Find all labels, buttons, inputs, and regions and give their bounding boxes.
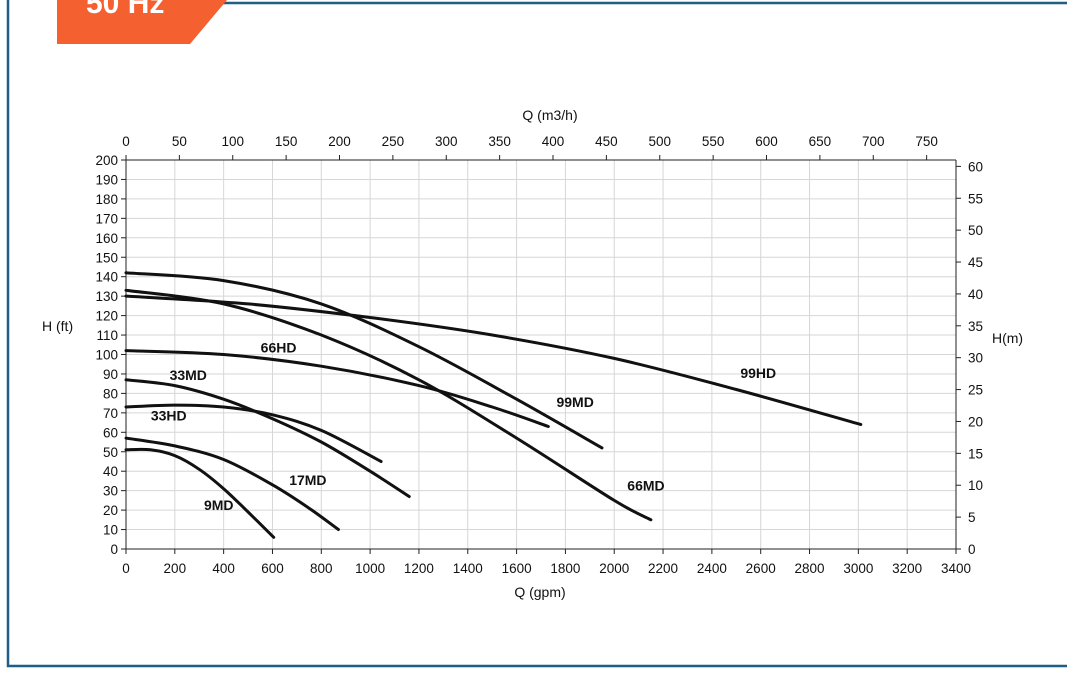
y2-tick-label: 55 — [968, 191, 983, 206]
y-tick-label: 140 — [95, 270, 118, 285]
x-tick-label: 1400 — [453, 561, 483, 576]
y2-tick-label: 60 — [968, 159, 983, 174]
y-tick-label: 70 — [103, 406, 118, 421]
x-tick-label: 400 — [212, 561, 235, 576]
y-tick-label: 180 — [95, 192, 118, 207]
badge-text: 50 Hz — [86, 0, 164, 20]
x2-tick-label: 550 — [702, 134, 725, 149]
x-tick-label: 2000 — [599, 561, 629, 576]
y-axis-label: H (ft) — [42, 318, 73, 334]
x2-tick-label: 600 — [755, 134, 778, 149]
axes: 0 200 400 600 800 1000 1200 1400 1600 1800 2000 220… — [95, 134, 983, 576]
y2-tick-label: 40 — [968, 287, 983, 302]
x-tick-label: 3200 — [892, 561, 922, 576]
curve-label-33hd: 33HD — [151, 408, 187, 424]
y-tick-label: 90 — [103, 367, 118, 382]
x-tick-label: 2800 — [795, 561, 825, 576]
y-tick-label: 40 — [103, 464, 118, 479]
x2-tick-label: 150 — [275, 134, 298, 149]
frame-border — [6, 0, 1067, 668]
frequency-badge: 50 Hz — [57, 0, 227, 44]
x2-tick-label: 500 — [648, 134, 671, 149]
curve-label-99md: 99MD — [556, 394, 593, 410]
x2-tick-label: 750 — [915, 134, 938, 149]
y2-tick-label: 25 — [968, 383, 983, 398]
y-tick-label: 110 — [96, 328, 118, 343]
curve-33md — [124, 378, 411, 498]
curve-label-9md: 9MD — [204, 497, 234, 513]
curve-label-66md: 66MD — [627, 478, 664, 494]
x2-tick-label: 50 — [172, 134, 187, 149]
x-tick-label: 0 — [122, 561, 130, 576]
y-tick-label: 30 — [103, 484, 118, 499]
curve-label-17md: 17MD — [289, 472, 326, 488]
y2-tick-label: 50 — [968, 223, 983, 238]
y-tick-label: 10 — [103, 523, 118, 538]
x2-tick-label: 0 — [122, 134, 130, 149]
x-tick-label: 1000 — [355, 561, 385, 576]
badge-shape — [57, 0, 227, 44]
y2-tick-label: 5 — [968, 510, 976, 525]
curve-99hd — [124, 294, 863, 426]
curve-17md — [124, 436, 340, 531]
y-tick-label: 130 — [95, 289, 118, 304]
y-tick-label: 100 — [95, 348, 118, 363]
y-tick-label: 160 — [95, 231, 118, 246]
curve-99md — [124, 271, 604, 450]
y2-tick-label: 20 — [968, 414, 983, 429]
y2-tick-label: 35 — [968, 319, 983, 334]
x2-tick-label: 450 — [595, 134, 618, 149]
y-tick-label: 170 — [95, 211, 118, 226]
y-tick-label: 200 — [95, 153, 118, 168]
y-tick-label: 120 — [95, 309, 118, 324]
x-tick-label: 600 — [261, 561, 284, 576]
x-tick-label: 1800 — [550, 561, 580, 576]
y-tick-label: 150 — [95, 250, 118, 265]
x-axis-label: Q (gpm) — [514, 584, 565, 600]
y-tick-label: 60 — [103, 425, 118, 440]
x2-tick-label: 700 — [862, 134, 885, 149]
x-tick-label: 1200 — [404, 561, 434, 576]
y-tick-label: 50 — [103, 445, 118, 460]
y2-tick-label: 45 — [968, 255, 983, 270]
x-tick-label: 3400 — [941, 561, 971, 576]
y-tick-label: 80 — [103, 386, 118, 401]
x2-tick-label: 400 — [542, 134, 565, 149]
x2-tick-label: 100 — [221, 134, 244, 149]
y2-tick-label: 15 — [968, 446, 983, 461]
x-tick-label: 3000 — [843, 561, 873, 576]
x-tick-label: 200 — [164, 561, 187, 576]
x-tick-label: 1600 — [502, 561, 532, 576]
curve-labels: 9MD 17MD 33HD 33MD 66HD 66MD 99MD 99HD — [151, 340, 776, 514]
curve-66md — [124, 288, 653, 522]
y2-tick-label: 10 — [968, 478, 983, 493]
y-tick-label: 20 — [103, 503, 118, 518]
x2-tick-label: 250 — [382, 134, 405, 149]
curve-66hd — [124, 349, 550, 428]
x2-tick-label: 350 — [488, 134, 511, 149]
x-tick-label: 800 — [310, 561, 333, 576]
curve-9md — [124, 447, 276, 539]
curves — [124, 271, 863, 539]
y-tick-label: 0 — [110, 542, 118, 557]
y-tick-label: 190 — [95, 172, 118, 187]
curve-label-99hd: 99HD — [740, 365, 776, 381]
x2-tick-label: 650 — [809, 134, 832, 149]
curve-label-66hd: 66HD — [261, 340, 297, 356]
x2-axis-label: Q (m3/h) — [522, 107, 577, 123]
y2-tick-label: 0 — [968, 542, 976, 557]
x2-tick-label: 200 — [328, 134, 351, 149]
x-tick-label: 2600 — [746, 561, 776, 576]
y2-tick-label: 30 — [968, 351, 983, 366]
curve-label-33md: 33MD — [170, 367, 207, 383]
x-tick-label: 2400 — [697, 561, 727, 576]
y2-axis-label: H(m) — [992, 330, 1023, 346]
x2-tick-label: 300 — [435, 134, 458, 149]
grid — [125, 159, 957, 550]
x-tick-label: 2200 — [648, 561, 678, 576]
